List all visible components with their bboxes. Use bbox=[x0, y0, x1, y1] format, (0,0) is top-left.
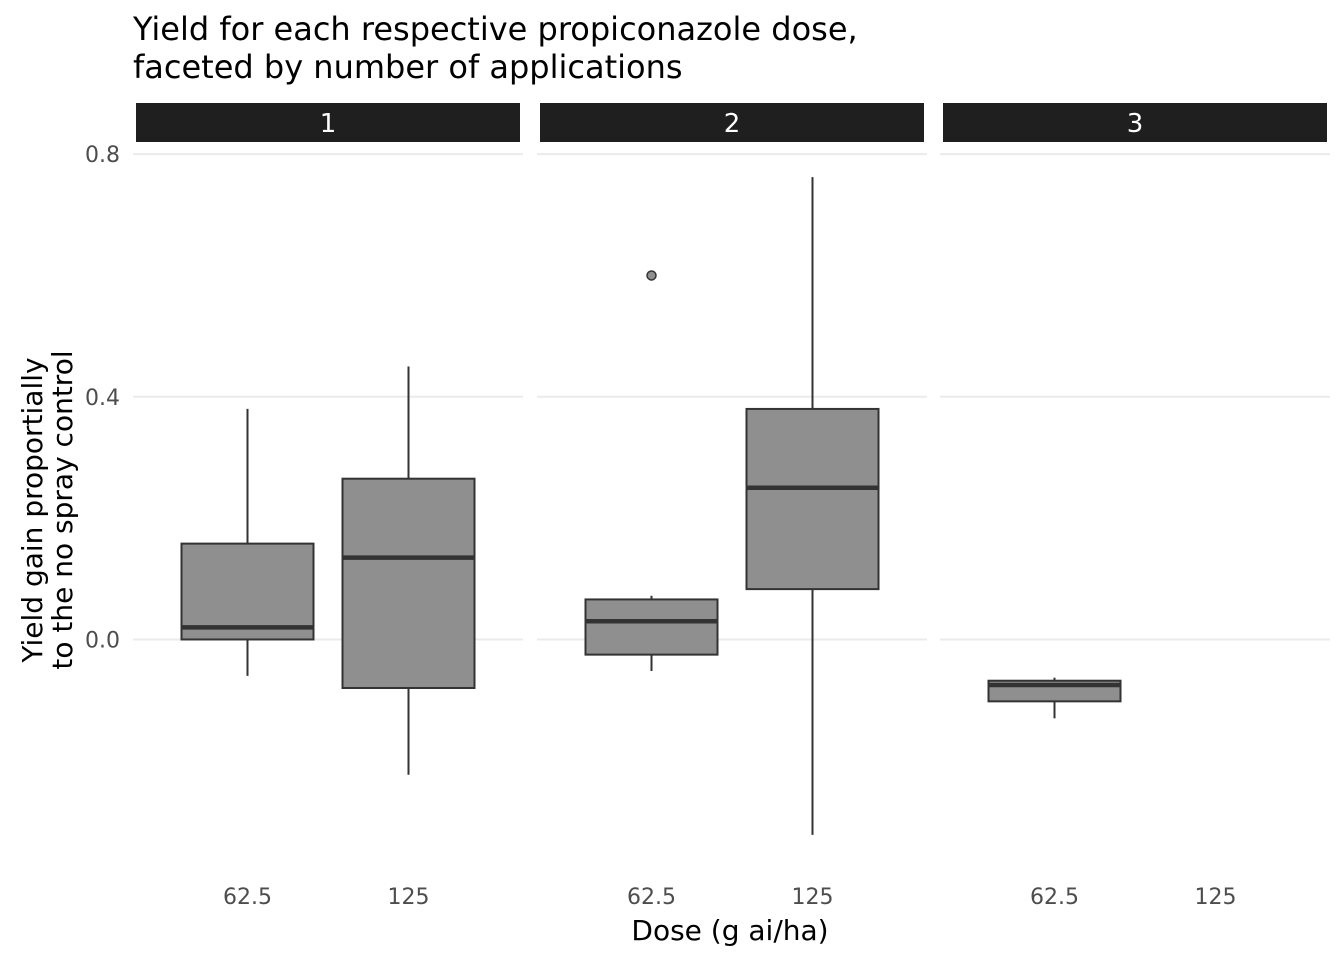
boxplot-2-62.5 bbox=[584, 270, 719, 672]
box-iqr bbox=[341, 477, 476, 690]
x-tick-label: 62.5 bbox=[627, 885, 676, 910]
boxplot-3-62.5 bbox=[987, 677, 1122, 719]
box-iqr bbox=[745, 407, 880, 591]
box-iqr bbox=[180, 542, 315, 641]
boxplot-1-125 bbox=[341, 366, 476, 775]
y-axis-title-line-2: to the no spray control bbox=[46, 350, 79, 669]
facet-strip-label: 2 bbox=[724, 109, 741, 139]
facet-panel-3: 3 62.5 125 bbox=[940, 103, 1330, 910]
y-axis: 0.0 0.4 0.8 bbox=[85, 143, 120, 653]
y-tick-label: 0.0 bbox=[85, 628, 120, 653]
facet-strip bbox=[943, 103, 1327, 142]
facet-panel-2: 2 62.5 125 bbox=[537, 103, 927, 910]
outlier-point bbox=[646, 270, 657, 281]
facet-panel-1: 1 62.5 125 bbox=[133, 103, 523, 910]
x-axis-title: Dose (g ai/ha) bbox=[631, 914, 828, 947]
box-iqr bbox=[584, 598, 719, 656]
facet-strip bbox=[136, 103, 520, 142]
y-axis-title-line-1: Yield gain proportially bbox=[16, 357, 49, 663]
y-tick-label: 0.4 bbox=[85, 386, 120, 411]
x-tick-label: 62.5 bbox=[1030, 885, 1079, 910]
chart-title-line-1: Yield for each respective propiconazole … bbox=[132, 10, 858, 48]
facet-panels: 1 62.5 125 2 62.5 125 3 62.5 125 bbox=[133, 103, 1330, 910]
facet-strip bbox=[540, 103, 924, 142]
facet-strip-label: 1 bbox=[320, 109, 337, 139]
x-tick-label: 125 bbox=[1195, 885, 1237, 910]
boxplot-1-62.5 bbox=[180, 408, 315, 676]
chart-title-line-2: faceted by number of applications bbox=[133, 48, 683, 86]
y-tick-label: 0.8 bbox=[85, 143, 120, 168]
facet-strip-label: 3 bbox=[1127, 109, 1144, 139]
x-tick-label: 62.5 bbox=[223, 885, 272, 910]
boxplot-2-125 bbox=[745, 177, 880, 835]
x-tick-label: 125 bbox=[792, 885, 834, 910]
x-tick-label: 125 bbox=[388, 885, 430, 910]
y-axis-title: Yield gain proportially to the no spray … bbox=[16, 350, 79, 669]
